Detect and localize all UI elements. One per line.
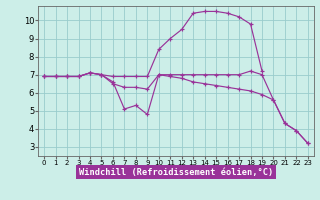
X-axis label: Windchill (Refroidissement éolien,°C): Windchill (Refroidissement éolien,°C): [79, 168, 273, 177]
